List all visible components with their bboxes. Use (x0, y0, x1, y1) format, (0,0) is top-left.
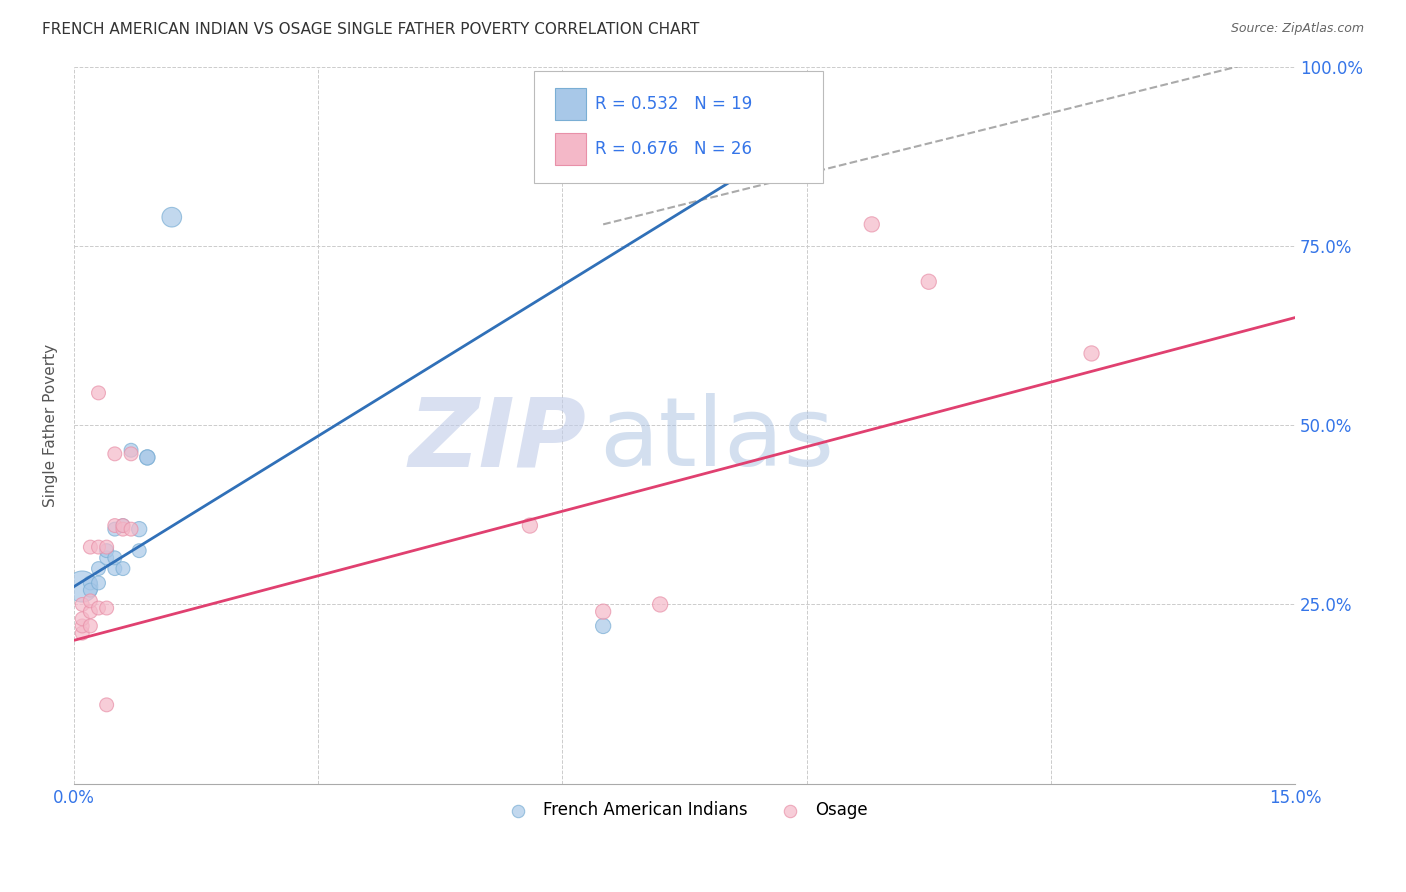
Point (689, 81, 711, 95)
Point (519, 518, 541, 533)
Point (70, 598, 93, 612)
Point (87, 601, 110, 615)
Point (104, 447, 127, 461)
Point (96, 550, 118, 565)
Point (111, 561, 134, 575)
Point (120, 522, 142, 536)
Point (87, 385, 110, 400)
Text: R = 0.676   N = 26: R = 0.676 N = 26 (595, 140, 752, 158)
Point (79, 540, 101, 554)
Point (104, 522, 127, 536)
Point (918, 275, 941, 289)
Text: FRENCH AMERICAN INDIAN VS OSAGE SINGLE FATHER POVERTY CORRELATION CHART: FRENCH AMERICAN INDIAN VS OSAGE SINGLE F… (42, 22, 700, 37)
Point (1080, 346, 1102, 360)
Point (96, 543, 118, 558)
Point (79, 583, 101, 598)
Point (79, 619, 101, 633)
Point (87, 576, 110, 591)
Point (104, 550, 127, 565)
Point (136, 450, 159, 465)
Point (160, 210, 183, 224)
Point (87, 561, 110, 575)
Point (70, 626, 93, 640)
Point (128, 543, 150, 558)
Point (70, 619, 93, 633)
Point (128, 522, 150, 536)
Point (104, 561, 127, 575)
Point (120, 443, 142, 458)
Point (70, 612, 93, 626)
Text: Source: ZipAtlas.com: Source: ZipAtlas.com (1230, 22, 1364, 36)
Point (79, 594, 101, 608)
Point (111, 518, 134, 533)
Text: R = 0.532   N = 19: R = 0.532 N = 19 (595, 95, 752, 113)
Point (111, 518, 134, 533)
Point (592, 605, 614, 619)
Point (79, 576, 101, 591)
Point (87, 540, 110, 554)
Point (70, 580, 93, 594)
Legend: French American Indians, Osage: French American Indians, Osage (495, 794, 875, 826)
Point (120, 447, 142, 461)
Point (650, 598, 672, 612)
Text: atlas: atlas (599, 393, 834, 486)
Text: ZIP: ZIP (409, 393, 586, 486)
Point (96, 601, 118, 615)
Point (96, 540, 118, 554)
Point (104, 518, 127, 533)
Point (860, 218, 883, 232)
Y-axis label: Single Father Poverty: Single Father Poverty (44, 343, 58, 507)
Point (111, 522, 134, 536)
Point (96, 698, 118, 712)
Point (79, 605, 101, 619)
Point (136, 450, 159, 465)
Point (592, 619, 614, 633)
